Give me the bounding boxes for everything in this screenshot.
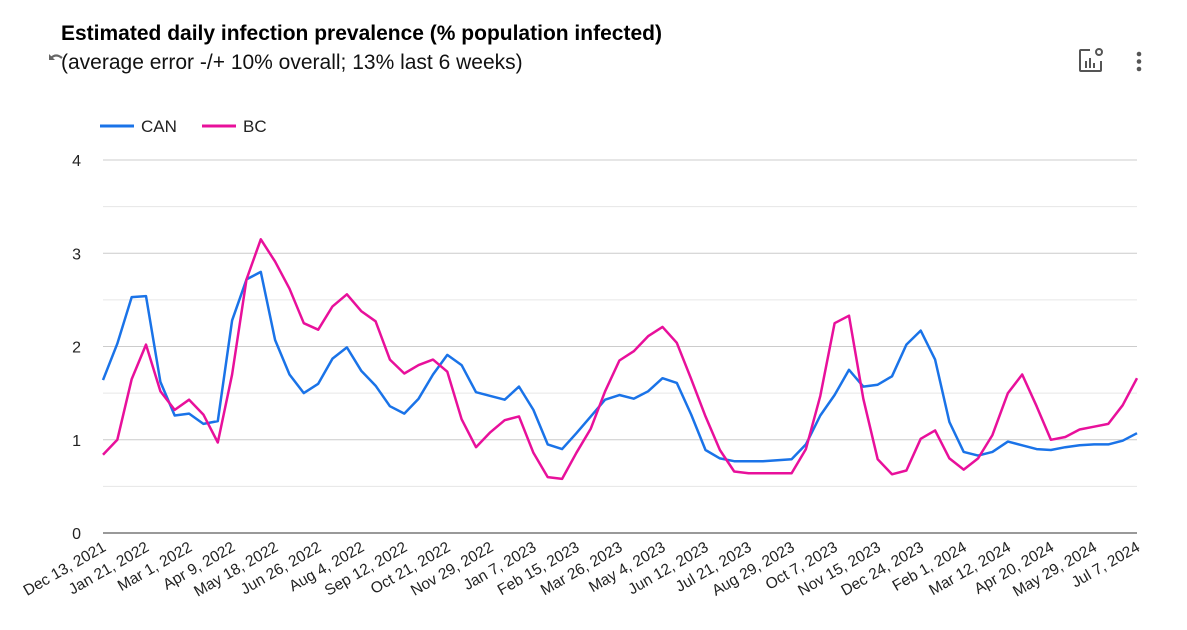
x-tick-label: Jun 26, 2022: [238, 539, 324, 599]
x-tick-label: Mar 26, 2023: [538, 539, 626, 599]
x-tick-label: Jul 7, 2024: [1069, 539, 1144, 592]
x-tick-label: Nov 15, 2023: [795, 539, 883, 600]
x-tick-label: Dec 24, 2023: [838, 539, 926, 600]
x-tick-label: Aug 29, 2023: [709, 539, 797, 600]
x-tick-label: Dec 13, 2021: [21, 539, 109, 600]
x-tick-label: Mar 1, 2022: [115, 539, 195, 595]
series-line-bc: [102, 238, 1139, 481]
chart-settings-icon[interactable]: [1076, 46, 1106, 76]
y-tick-label: 0: [72, 526, 81, 543]
y-tick-label: 3: [72, 246, 81, 263]
x-tick-label: Oct 7, 2023: [763, 539, 841, 594]
legend-label-can: CAN: [141, 117, 177, 136]
x-tick-label: Jul 21, 2023: [673, 539, 755, 596]
x-tick-label: Feb 1, 2024: [890, 539, 970, 595]
chart-title: Estimated daily infection prevalence (% …: [61, 22, 662, 45]
x-tick-label: May 29, 2024: [1010, 539, 1100, 601]
x-tick-label: Jan 7, 2023: [461, 539, 540, 594]
chart-subtitle: (average error -/+ 10% overall; 13% last…: [61, 51, 523, 74]
y-tick-label: 4: [72, 153, 81, 170]
x-tick-label: Jan 21, 2022: [66, 539, 152, 599]
x-tick-label: Apr 20, 2024: [972, 539, 1058, 598]
x-tick-label: Aug 4, 2022: [286, 539, 367, 596]
x-tick-label: May 4, 2023: [586, 539, 668, 596]
more-vert-icon[interactable]: [1124, 46, 1154, 76]
reset-zoom-icon[interactable]: [46, 50, 66, 70]
x-tick-label: Oct 21, 2022: [368, 539, 453, 598]
x-tick-label: Mar 12, 2024: [926, 539, 1014, 600]
y-tick-label: 2: [72, 340, 81, 357]
x-tick-label: Feb 15, 2023: [495, 539, 583, 599]
x-tick-label: May 18, 2022: [191, 539, 281, 601]
x-tick-label: Sep 12, 2022: [322, 539, 410, 600]
x-tick-label: Nov 29, 2022: [408, 539, 496, 600]
series-line-can: [101, 270, 1138, 463]
x-tick-label: Jun 12, 2023: [625, 539, 711, 599]
legend-label-bc: BC: [243, 117, 267, 136]
x-tick-label: Apr 9, 2022: [160, 539, 238, 594]
y-tick-label: 1: [72, 433, 81, 450]
